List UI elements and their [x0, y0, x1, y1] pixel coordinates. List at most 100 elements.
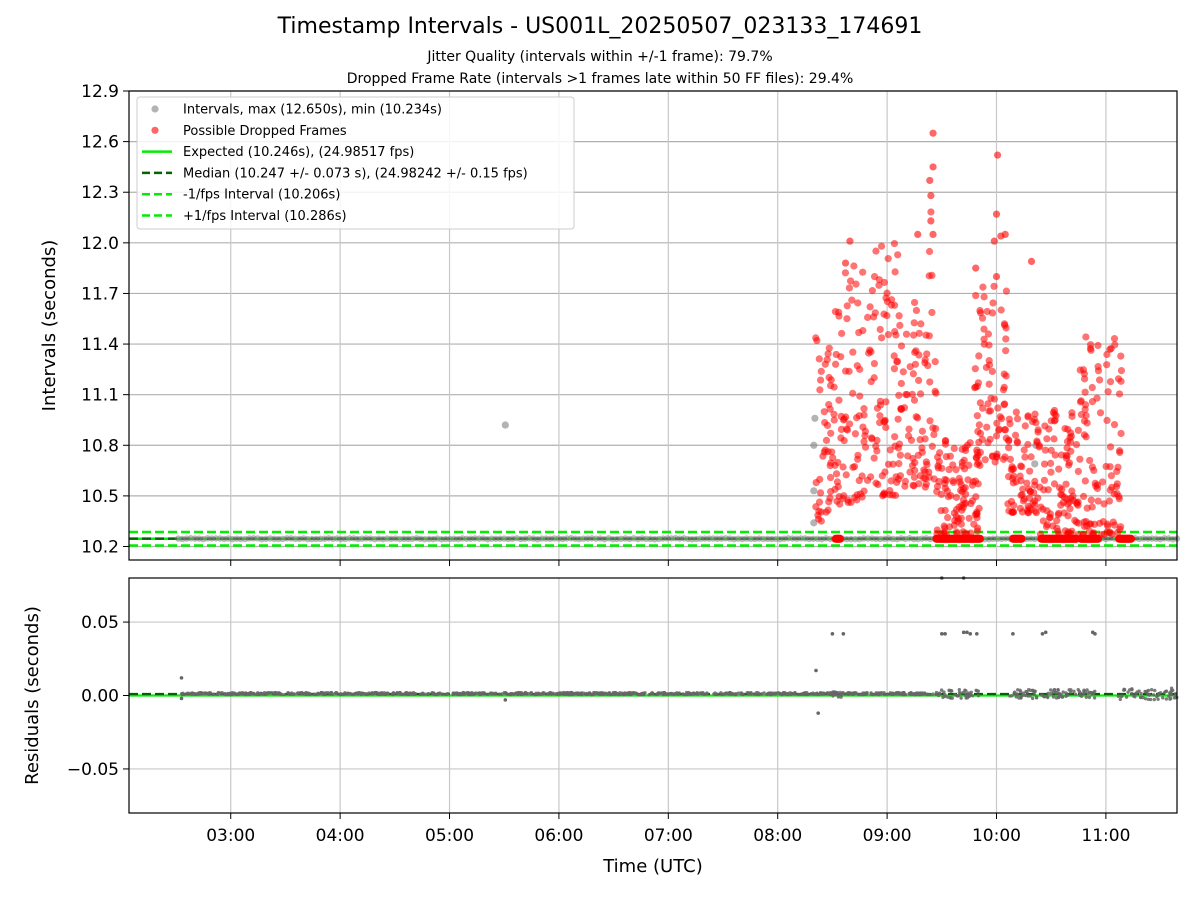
- top-dropped-point: [899, 368, 907, 376]
- bottom-residual-point: [888, 691, 893, 695]
- top-dropped-point: [845, 367, 853, 375]
- top-dropped-point: [1027, 453, 1035, 461]
- top-dropped-point: [820, 408, 828, 416]
- legend-marker: [151, 105, 159, 113]
- top-dropped-point: [1009, 475, 1017, 483]
- top-dropped-point: [988, 309, 997, 317]
- top-dropped-point: [1005, 436, 1013, 444]
- bottom-residual-point: [959, 696, 963, 700]
- top-dropped-point: [1077, 410, 1085, 419]
- bottom-residual-point: [203, 691, 207, 696]
- bottom-residual-point: [862, 691, 867, 695]
- bottom-residual-point: [917, 692, 921, 697]
- bottom-residual-point: [497, 692, 502, 696]
- top-dropped-point: [990, 282, 998, 290]
- top-dropped-point: [990, 237, 998, 245]
- top-dropped-point: [972, 493, 980, 501]
- bottom-xtick-label: 11:00: [1081, 826, 1130, 846]
- bottom-residual-point: [928, 692, 933, 697]
- bottom-residual-point: [1051, 695, 1056, 699]
- top-dropped-point: [1110, 421, 1119, 429]
- top-dropped-point: [1117, 429, 1125, 438]
- top-dropped-point: [848, 296, 856, 304]
- bottom-residual-point: [1169, 690, 1173, 694]
- bottom-residual-point: [607, 691, 611, 696]
- top-dropped-point: [1063, 444, 1071, 452]
- bottom-residual-point: [689, 691, 694, 696]
- bottom-residual-point: [776, 691, 781, 695]
- top-dropped-point: [1047, 468, 1055, 476]
- top-dropped-point: [827, 429, 835, 437]
- bottom-residual-point: [262, 691, 267, 695]
- bottom-residual-point: [873, 692, 878, 696]
- bottom-residual-point: [672, 691, 677, 696]
- bottom-residual-point: [942, 690, 946, 694]
- top-dropped-point: [866, 346, 874, 354]
- bottom-residual-point: [585, 692, 590, 696]
- top-dropped-point: [1094, 363, 1102, 371]
- top-dropped-point: [903, 391, 911, 399]
- bottom-residual-point: [1141, 695, 1145, 700]
- bottom-residual-point: [431, 691, 436, 695]
- top-dropped-point: [972, 454, 981, 462]
- top-dropped-point: [1083, 419, 1091, 427]
- top-dropped-point: [879, 490, 887, 498]
- top-dropped-point: [1005, 444, 1013, 452]
- top-dropped-point: [825, 344, 833, 352]
- top-dropped-point: [932, 389, 940, 397]
- top-dropped-point: [895, 460, 903, 468]
- top-dropped-point: [817, 508, 825, 516]
- bottom-residual-point: [949, 689, 953, 693]
- top-dropped-point: [1110, 335, 1119, 343]
- top-dropped-point: [1040, 476, 1049, 484]
- bottom-residual-point: [226, 691, 230, 696]
- top-dropped-point: [878, 334, 886, 342]
- top-dropped-point: [868, 435, 876, 443]
- top-dropped-point: [992, 272, 1001, 281]
- top-dropped-point: [854, 451, 862, 459]
- bottom-residual-point: [841, 691, 845, 695]
- top-dropped-point: [1037, 503, 1045, 511]
- bottom-residual-point: [1083, 690, 1087, 694]
- bottom-residual-point: [940, 632, 944, 636]
- top-dropped-point: [1066, 438, 1075, 446]
- top-dropped-point: [824, 350, 832, 358]
- top-dropped-point: [910, 331, 918, 339]
- bottom-residual-point: [975, 632, 979, 636]
- top-dropped-point: [929, 230, 937, 238]
- top-ytick-label: 12.6: [81, 133, 119, 153]
- top-dropped-point: [1046, 513, 1054, 521]
- bottom-residual-point: [317, 691, 321, 696]
- top-dropped-point: [1065, 498, 1073, 506]
- top-dropped-point: [980, 325, 988, 333]
- top-dropped-point: [896, 451, 904, 459]
- top-dropped-point: [812, 503, 820, 511]
- top-dropped-point: [946, 452, 954, 460]
- top-dropped-point: [928, 442, 936, 450]
- bottom-residual-point: [307, 692, 312, 697]
- top-dropped-point: [832, 470, 841, 478]
- top-dropped-point: [886, 486, 894, 495]
- bottom-residual-point: [939, 688, 944, 692]
- bottom-residual-point: [351, 692, 355, 697]
- bottom-residual-point: [486, 692, 490, 696]
- top-dropped-point: [975, 352, 983, 360]
- bottom-residual-point: [320, 691, 325, 695]
- top-dropped-point: [929, 129, 937, 137]
- bottom-residual-point: [1124, 695, 1129, 699]
- top-dropped-point: [940, 522, 948, 530]
- bottom-residual-point: [363, 692, 368, 696]
- top-dropped-point: [823, 421, 832, 430]
- bottom-residual-point: [1151, 693, 1156, 697]
- bottom-residual-point: [816, 692, 820, 697]
- top-dropped-point: [929, 163, 937, 171]
- top-dropped-point: [1026, 467, 1034, 475]
- bottom-residual-point: [965, 630, 969, 635]
- bottom-residual-point: [528, 691, 533, 696]
- bottom-residual-point: [355, 691, 359, 695]
- top-dropped-point: [921, 483, 929, 491]
- top-dropped-point: [993, 419, 1001, 427]
- top-dropped-point: [967, 499, 975, 508]
- top-dropped-point: [839, 416, 848, 424]
- top-dropped-point: [1020, 446, 1028, 454]
